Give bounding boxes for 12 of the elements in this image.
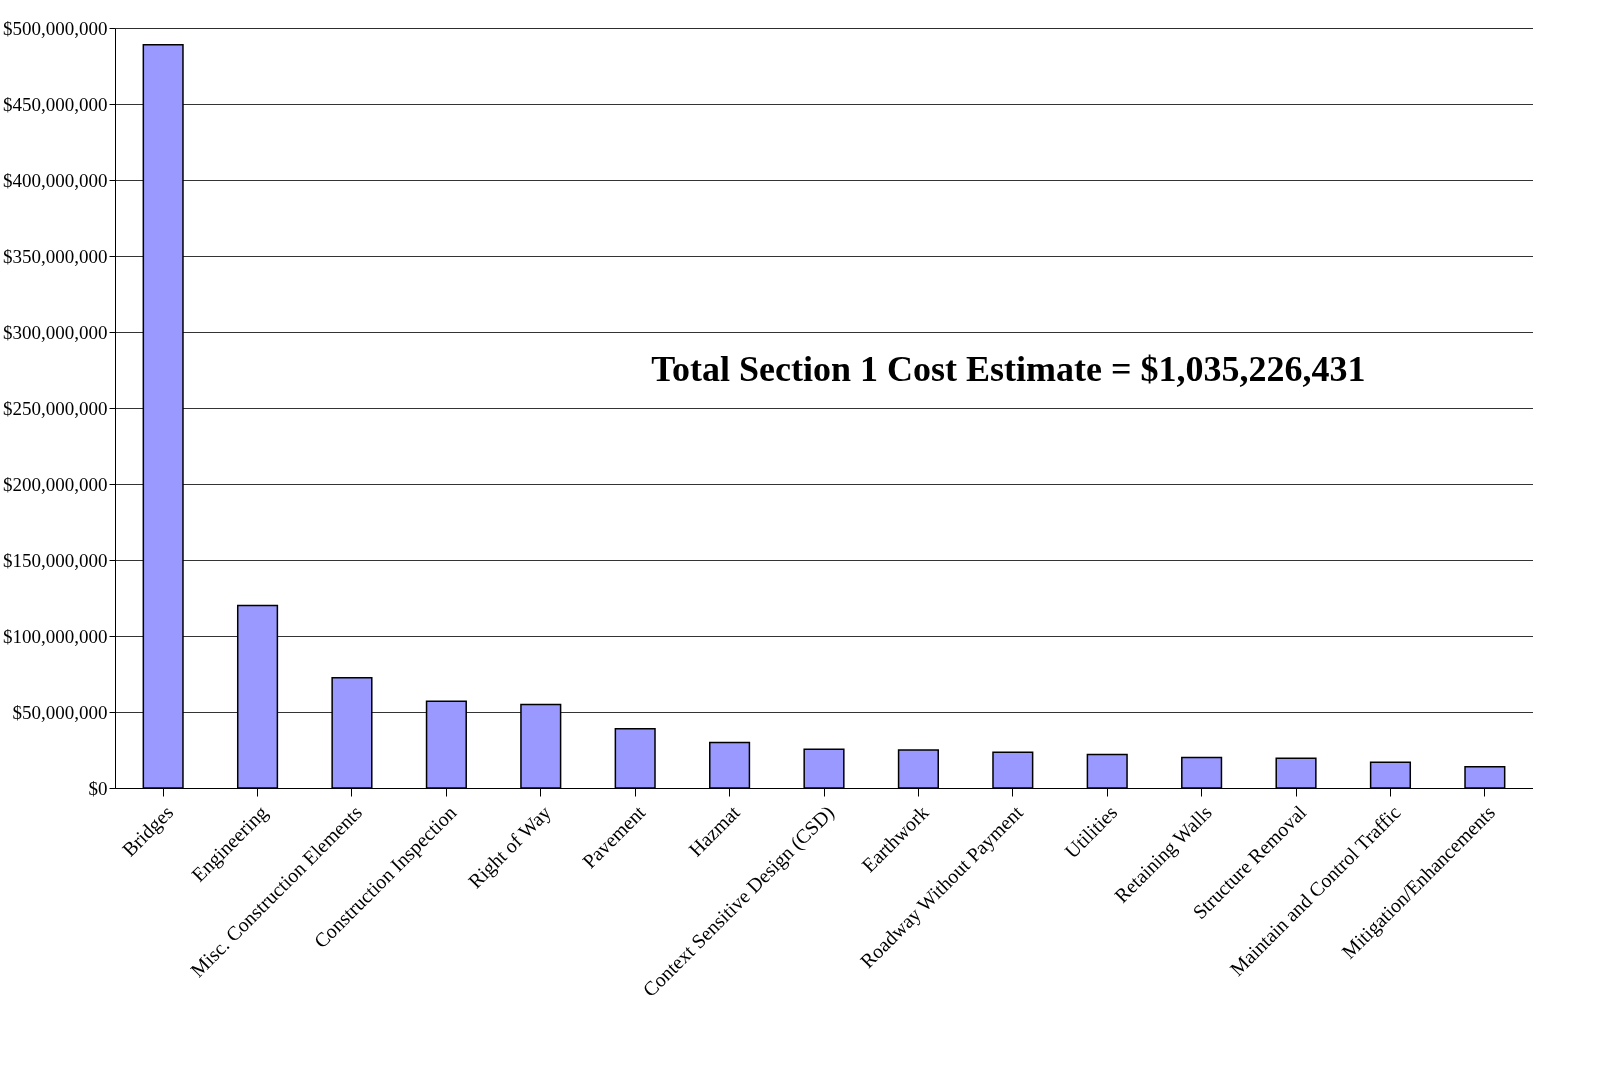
y-tick-label: $0 <box>88 777 108 799</box>
y-tick-label: $450,000,000 <box>3 93 108 115</box>
y-tick-label: $250,000,000 <box>3 397 108 419</box>
y-tick-label: $300,000,000 <box>3 321 108 343</box>
y-tick-label: $150,000,000 <box>3 549 108 571</box>
y-tick-label: $50,000,000 <box>12 701 108 723</box>
y-tick-label: $500,000,000 <box>3 17 108 39</box>
y-tick-label: $400,000,000 <box>3 169 108 191</box>
y-tick-label: $350,000,000 <box>3 245 108 267</box>
annotation: Total Section 1 Cost Estimate = $1,035,226,431 <box>651 349 1366 389</box>
y-tick-label: $100,000,000 <box>3 625 108 647</box>
y-tick-label: $200,000,000 <box>3 473 108 495</box>
